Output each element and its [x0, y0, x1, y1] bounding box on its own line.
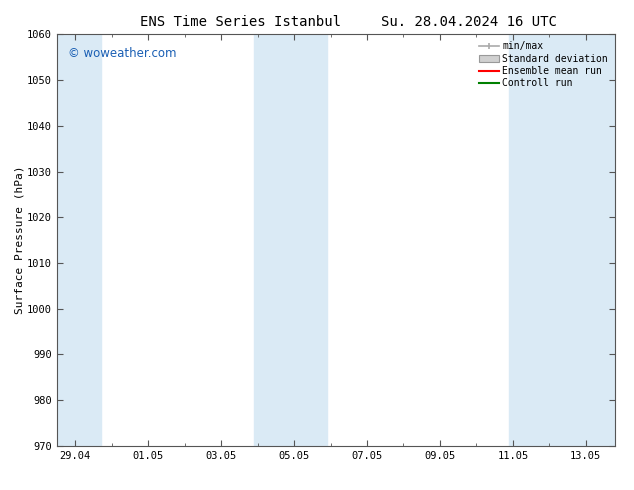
Text: ENS Time Series Istanbul: ENS Time Series Istanbul [140, 15, 342, 29]
Text: © woweather.com: © woweather.com [68, 47, 177, 60]
Bar [57, 34, 101, 446]
Bar [509, 34, 615, 446]
Legend: min/max, Standard deviation, Ensemble mean run, Controll run: min/max, Standard deviation, Ensemble me… [477, 39, 610, 90]
Text: Su. 28.04.2024 16 UTC: Su. 28.04.2024 16 UTC [381, 15, 557, 29]
Bar [254, 34, 327, 446]
Y-axis label: Surface Pressure (hPa): Surface Pressure (hPa) [15, 166, 25, 315]
